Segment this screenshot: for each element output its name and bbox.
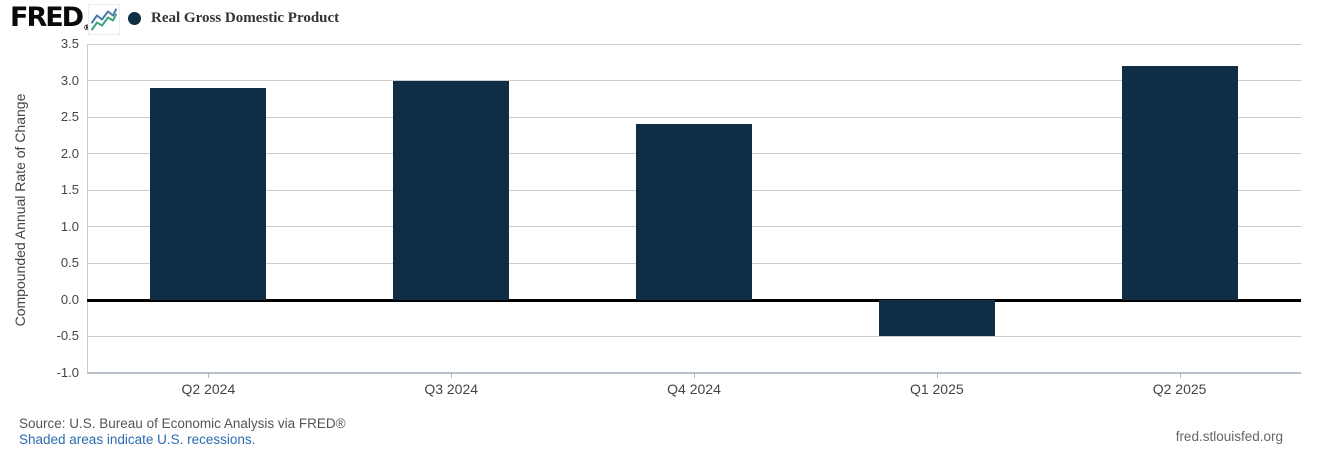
- bar-q1-2025[interactable]: [878, 299, 995, 337]
- x-tick: [1179, 373, 1181, 378]
- gridline: [87, 116, 1301, 118]
- legend-marker-icon: [128, 12, 141, 25]
- legend-series-label: Real Gross Domestic Product: [151, 10, 340, 26]
- x-tick: [694, 373, 695, 378]
- y-tick-label: -0.5: [56, 328, 79, 344]
- fred-logo-text: FRED: [10, 2, 84, 33]
- y-tick-label: 1.0: [60, 218, 79, 234]
- zero-line: [87, 298, 1301, 302]
- x-tick: [451, 373, 453, 378]
- gridline: [87, 43, 1301, 45]
- y-tick-label: 2.0: [60, 145, 79, 161]
- x-tick-label: Q2 2025: [1152, 381, 1207, 397]
- registered-trademark: ®: [83, 23, 92, 32]
- y-tick-label: -1.0: [56, 365, 79, 380]
- gridline: [87, 80, 1301, 82]
- gdp-bar-chart: Compounded Annual Rate of Change 3.5 3.0 2…: [12, 36, 1301, 397]
- y-tick-label: 0.0: [60, 291, 79, 307]
- source-note: Source: U.S. Bureau of Economic Analysis…: [19, 416, 346, 431]
- x-tick-label: Q1 2025: [909, 381, 964, 397]
- x-tick-label: Q2 2024: [181, 381, 236, 397]
- x-tick: [208, 373, 210, 378]
- y-tick-label: 1.5: [60, 182, 79, 198]
- y-tick-label: 2.5: [60, 109, 79, 125]
- sparkline-icon: [88, 4, 120, 35]
- plot-left-border: [87, 44, 88, 373]
- chart-header: FRED® Real Gross Domestic Product: [0, 0, 1320, 40]
- y-tick-label: 0.5: [60, 255, 79, 271]
- y-tick-label: 3.5: [60, 36, 79, 51]
- bar-q4-2024[interactable]: [636, 124, 752, 300]
- bar-q2-2024[interactable]: [150, 87, 267, 300]
- x-tick-label: Q3 2024: [424, 381, 479, 397]
- x-tick: [936, 373, 938, 378]
- fred-site-link[interactable]: fred.stlouisfed.org: [1175, 429, 1283, 444]
- y-tick-label: 3.0: [60, 72, 79, 88]
- recession-note-link[interactable]: Shaded areas indicate U.S. recessions.: [19, 432, 256, 447]
- x-tick-label: Q4 2024: [667, 381, 721, 397]
- gridline: [87, 335, 1301, 337]
- bar-q2-2025[interactable]: [1121, 65, 1238, 300]
- fred-logo[interactable]: FRED®: [10, 2, 92, 39]
- bar-q3-2024[interactable]: [393, 80, 510, 300]
